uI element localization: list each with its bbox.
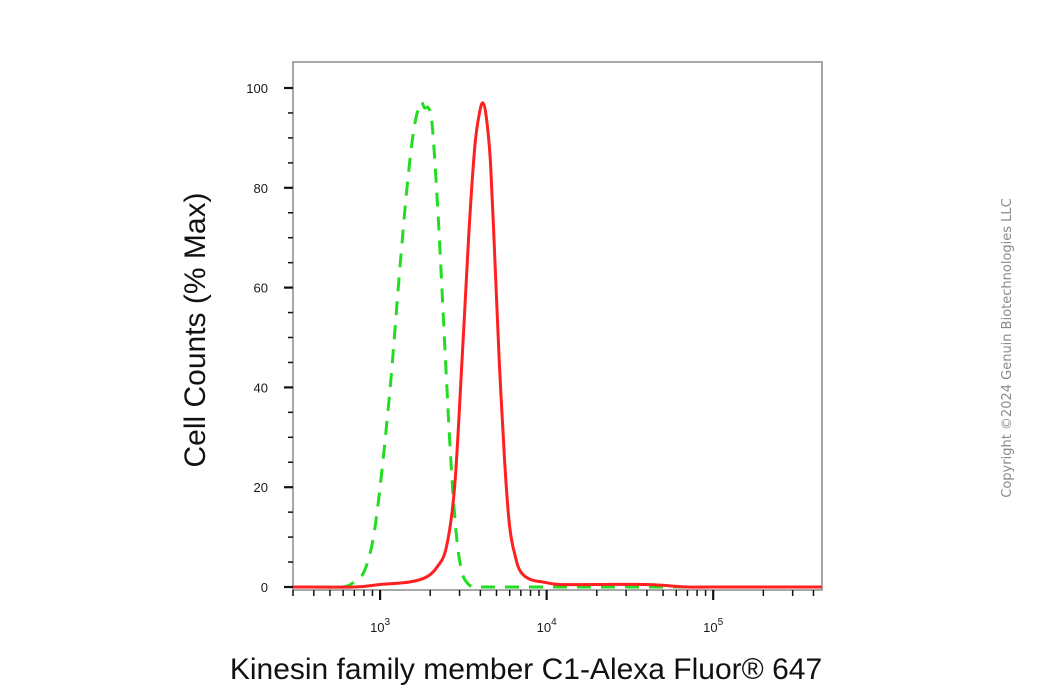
copyright-watermark: Copyright ©2024 Genuin Biotechnologies L… (1000, 198, 1015, 497)
y-tick-label: 0 (261, 580, 268, 595)
x-axis-label: Kinesin family member C1-Alexa Fluor® 64… (230, 653, 822, 686)
x-axis: 103 104 105 (292, 590, 815, 635)
y-tick-label: 60 (254, 281, 268, 296)
y-axis: 0 20 40 60 80 100 (246, 81, 293, 595)
y-tick-label: 20 (254, 480, 268, 495)
series-line-1 (292, 101, 822, 589)
histogram-curves (292, 100, 822, 589)
x-tick-label: 105 (703, 617, 723, 635)
series-line-0 (293, 100, 822, 589)
plot-frame (292, 61, 823, 591)
y-tick-label: 100 (246, 81, 268, 96)
y-tick-label: 80 (254, 181, 268, 196)
y-axis-label: Cell Counts (% Max) (179, 192, 212, 467)
x-tick-label: 103 (370, 617, 390, 635)
x-tick-label: 104 (537, 617, 557, 635)
y-tick-label: 40 (254, 380, 268, 395)
